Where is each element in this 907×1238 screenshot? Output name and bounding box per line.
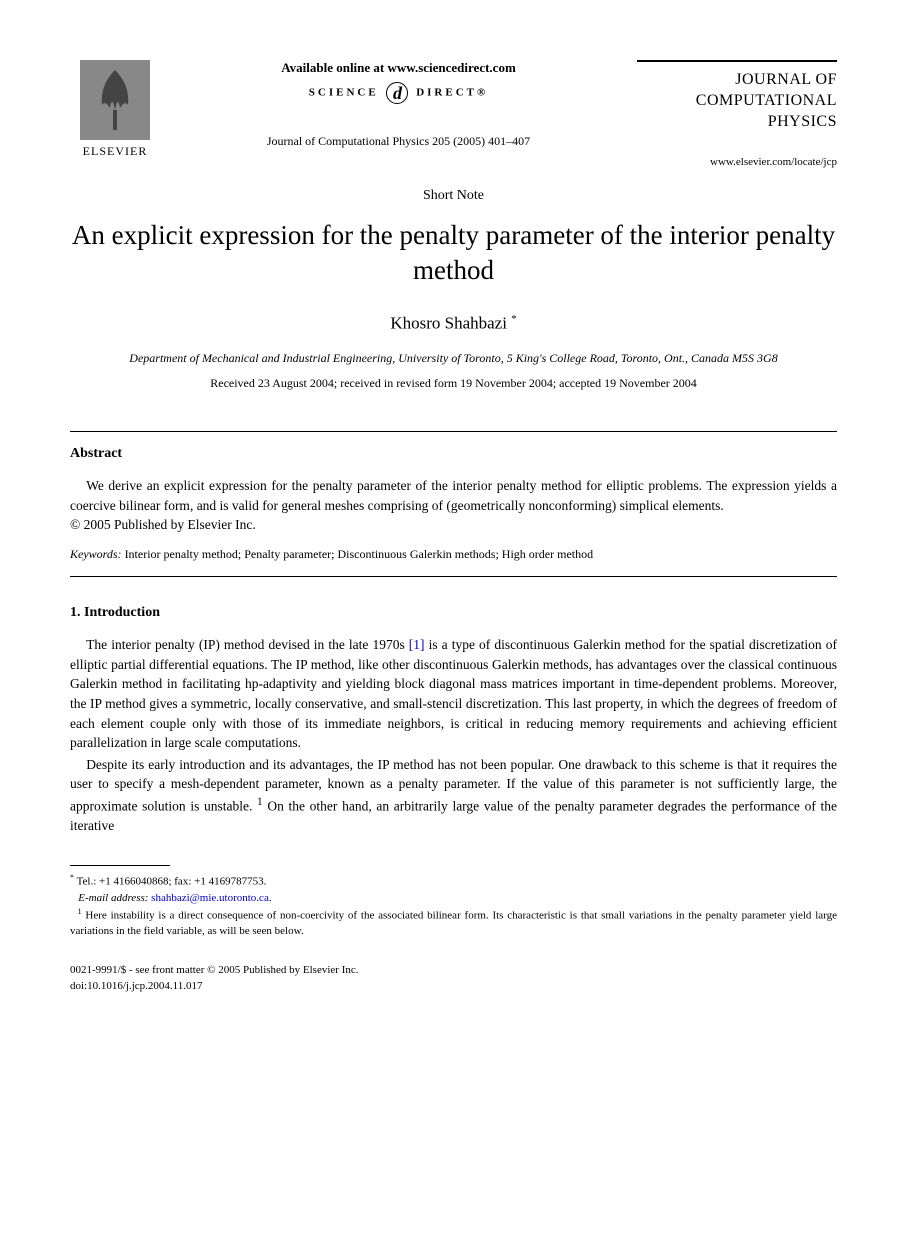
author-name: Khosro Shahbazi [390, 313, 507, 332]
science-direct-left: SCIENCE [309, 87, 379, 99]
intro-heading: 1. Introduction [70, 605, 837, 621]
footer: 0021-9991/$ - see front matter © 2005 Pu… [70, 963, 837, 994]
footer-doi: doi:10.1016/j.jcp.2004.11.017 [70, 979, 837, 994]
email-suffix: . [269, 892, 272, 904]
abstract-text: We derive an explicit expression for the… [70, 476, 837, 515]
article-dates: Received 23 August 2004; received in rev… [70, 376, 837, 391]
abstract-copyright: © 2005 Published by Elsevier Inc. [70, 517, 837, 533]
science-direct-logo: SCIENCE d DIRECT® [180, 82, 617, 104]
email-link[interactable]: shahbazi@mie.utoronto.ca [151, 892, 269, 904]
intro-p1-b: is a type of discontinuous Galerkin meth… [70, 637, 837, 750]
divider [70, 431, 837, 432]
footnote-1-marker: 1 [78, 907, 82, 916]
paper-title: An explicit expression for the penalty p… [70, 218, 837, 288]
article-type: Short Note [70, 188, 837, 204]
corr-marker: * [70, 873, 74, 882]
footnote-1-text: Here instability is a direct consequence… [70, 910, 837, 937]
journal-url[interactable]: www.elsevier.com/locate/jcp [637, 156, 837, 168]
journal-title-line1: JOURNAL OF [735, 71, 837, 88]
keywords: Keywords: Interior penalty method; Penal… [70, 547, 837, 562]
affiliation: Department of Mechanical and Industrial … [70, 351, 837, 366]
keywords-label: Keywords: [70, 547, 122, 561]
keywords-text: Interior penalty method; Penalty paramet… [125, 547, 594, 561]
email-footnote: E-mail address: shahbazi@mie.utoronto.ca… [70, 891, 837, 906]
publisher-logo: ELSEVIER [70, 60, 160, 159]
publisher-label: ELSEVIER [70, 144, 160, 159]
header-row: ELSEVIER Available online at www.science… [70, 60, 837, 168]
journal-title-line3: PHYSICS [768, 113, 837, 130]
corr-text: Tel.: +1 4166040868; fax: +1 4169787753. [77, 876, 267, 888]
journal-title-line2: COMPUTATIONAL [696, 92, 837, 109]
email-label: E-mail address: [78, 892, 148, 904]
corresponding-footnote: * Tel.: +1 4166040868; fax: +1 416978775… [70, 872, 837, 890]
available-online: Available online at www.sciencedirect.co… [180, 60, 617, 76]
footnote-divider [70, 865, 170, 866]
intro-p1-a: The interior penalty (IP) method devised… [86, 637, 409, 652]
journal-title: JOURNAL OF COMPUTATIONAL PHYSICS [637, 62, 837, 132]
abstract-heading: Abstract [70, 446, 837, 462]
author: Khosro Shahbazi * [70, 313, 837, 334]
author-corr-marker: * [511, 313, 517, 325]
science-direct-right: DIRECT® [416, 87, 488, 99]
footer-copyright: 0021-9991/$ - see front matter © 2005 Pu… [70, 963, 837, 978]
science-direct-d-icon: d [386, 82, 408, 104]
center-header: Available online at www.sciencedirect.co… [160, 60, 637, 149]
intro-para-2: Despite its early introduction and its a… [70, 755, 837, 836]
journal-reference: Journal of Computational Physics 205 (20… [180, 134, 617, 149]
journal-title-box: JOURNAL OF COMPUTATIONAL PHYSICS www.els… [637, 60, 837, 168]
footnote-1: 1 Here instability is a direct consequen… [70, 906, 837, 939]
divider [70, 576, 837, 577]
intro-para-1: The interior penalty (IP) method devised… [70, 635, 837, 752]
elsevier-tree-icon [80, 60, 150, 140]
citation-link[interactable]: [1] [409, 637, 425, 652]
